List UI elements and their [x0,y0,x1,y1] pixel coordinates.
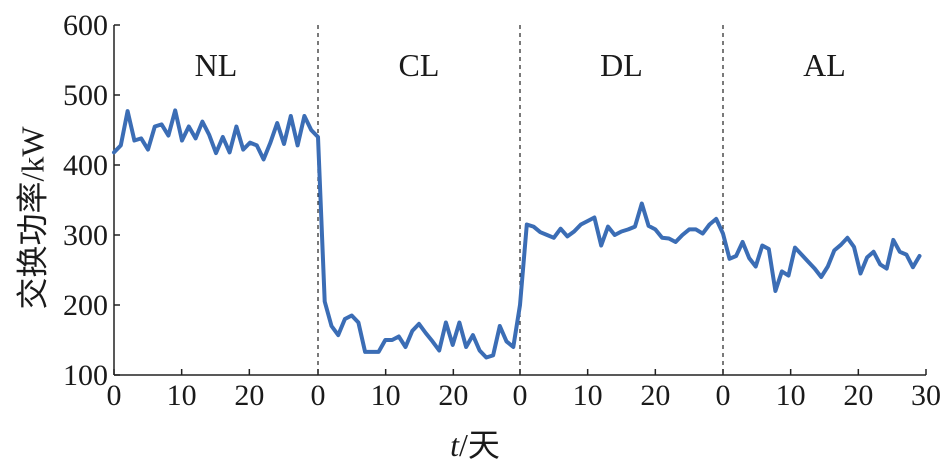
x-tick-label: 20 [640,379,670,412]
y-tick-label: 500 [63,79,108,112]
region-label-cl: CL [399,47,440,83]
x-tick-label: 0 [107,379,122,412]
y-tick-label: 100 [63,359,108,392]
series [112,108,922,360]
x-tick-label: 20 [438,379,468,412]
region-label-nl: NL [195,47,238,83]
region-dividers [317,25,724,375]
y-axis-label: 交换功率/kW [14,126,50,310]
x-axis-label: t/天 [450,427,500,463]
y-tick-label: 600 [63,9,108,42]
x-tick-label: 20 [843,379,873,412]
x-axis-label-unit: /天 [459,427,500,463]
region-label-dl: DL [600,47,643,83]
y-tick-label: 400 [63,149,108,182]
x-tick-label: 0 [311,379,326,412]
y-tick-label: 200 [63,289,108,322]
x-tick-label: 20 [234,379,264,412]
x-tick-label: 10 [573,379,603,412]
y-tick-label: 300 [63,219,108,252]
power-series-line [112,108,922,360]
labels: NL CL DL AL [195,47,846,83]
x-tick-label: 30 [911,379,941,412]
y-axis-label-group: 交换功率/kW [14,126,50,310]
x-tick-label: 10 [776,379,806,412]
x-tick-label: 0 [513,379,528,412]
x-axis-label-var: t [450,427,460,463]
x-tick-label: 0 [716,379,731,412]
x-tick-label: 10 [167,379,197,412]
region-label-al: AL [803,47,846,83]
x-tick-label: 10 [371,379,401,412]
